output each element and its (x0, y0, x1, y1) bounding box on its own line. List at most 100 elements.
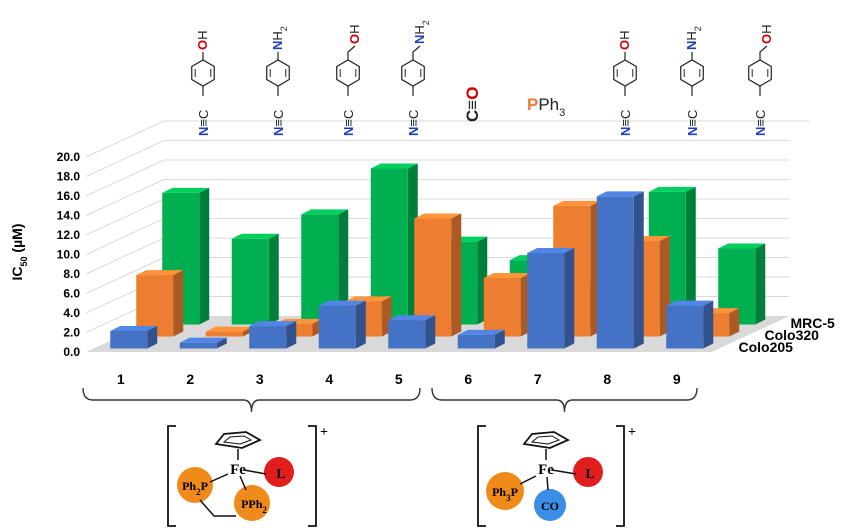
benzene-ring (266, 59, 290, 87)
bar-front (110, 330, 148, 349)
ligand-carbonyl: C≡O (463, 87, 482, 122)
bar-front (388, 320, 426, 349)
bar-top (179, 337, 227, 343)
bar-front (457, 334, 495, 349)
bar-side (729, 308, 740, 337)
category-label: 5 (395, 371, 403, 387)
y-tick-label: 8.0 (63, 267, 80, 281)
category-label: 1 (117, 371, 125, 387)
ligand-phenol-nitrile: N≡C OH (191, 30, 215, 136)
bar-top (370, 163, 418, 169)
nitrile-label: N≡C (618, 110, 633, 136)
bar-top (162, 187, 210, 193)
gridline (85, 120, 790, 158)
y-tick-label: 20.0 (57, 150, 81, 164)
bar-colo205-7 (527, 247, 575, 349)
bar-top (648, 186, 696, 192)
bar-top (231, 233, 279, 239)
y-tick-label: 2.0 (63, 326, 80, 340)
bar-side (703, 300, 714, 349)
bar-top (527, 247, 575, 253)
cyclopentadienyl-ring (522, 431, 570, 449)
bar-side (494, 329, 505, 349)
bracket-right (616, 425, 625, 527)
bracket-right (308, 425, 317, 527)
complex-dppe: + Fe L Ph2P PPh2 (167, 425, 328, 527)
bar-colo205-4 (318, 300, 366, 349)
bar-side (564, 247, 575, 349)
bar-side (216, 337, 227, 349)
ligand-aniline-nitrile: N≡C NH2 (680, 26, 704, 136)
ligand-benzylalcohol-nitrile: N≡C OH (748, 24, 774, 136)
bar-colo205-2 (179, 337, 227, 349)
bar-side (451, 213, 462, 337)
bar-side (147, 325, 158, 349)
bar-colo205-1 (110, 325, 158, 349)
bar-top (205, 326, 253, 332)
bar-top (344, 296, 392, 302)
substituent-label: OH (617, 30, 632, 50)
bar-top (318, 300, 366, 306)
charge-label: + (320, 425, 328, 440)
nitrile-label: N≡C (753, 110, 768, 136)
y-tick-label: 12.0 (57, 228, 81, 242)
ligand-label: L (276, 467, 285, 482)
y-tick-label: 14.0 (57, 209, 81, 223)
ligand-aniline-nitrile: N≡C NH2 (266, 26, 290, 136)
category-label: 7 (534, 371, 542, 387)
bar-front (527, 252, 565, 349)
series-label: Colo320 (765, 327, 820, 343)
bar-side (755, 243, 766, 325)
nitrile-label: N≡C (271, 110, 286, 136)
bar-side (633, 191, 644, 349)
ligand-benzylalcohol-nitrile: N≡C OH (336, 24, 362, 136)
phosphine-label: PPh3 (527, 95, 565, 119)
bar-top (596, 191, 644, 197)
substituent-label: NH2 (412, 20, 431, 44)
fe-label: Fe (538, 462, 554, 478)
bracket-left (477, 425, 486, 527)
ligand-phosphine: PPh3 (527, 95, 565, 119)
ligand-circle (264, 457, 294, 487)
bar-side (173, 270, 184, 337)
bar-front (179, 342, 217, 349)
ligand-structures: N≡C OH N≡C NH2 N≡C OH N≡C NH2 C≡O PPh3 N≡C OH N≡C NH2… (191, 20, 774, 136)
category-label: 2 (186, 371, 194, 387)
bar-top (136, 270, 184, 276)
benzene-ring (613, 59, 637, 87)
bar-side (199, 187, 210, 325)
phosphine-circle (486, 472, 524, 510)
carbonyl-label: C≡O (463, 87, 482, 122)
bar-colo205-3 (249, 321, 297, 349)
bar-side (338, 209, 349, 325)
benzene-ring (680, 59, 704, 87)
y-tick-label: 4.0 (63, 306, 80, 320)
substituent-label: OH (759, 24, 774, 44)
y-axis: 0.0 2.0 4.0 6.0 8.0 10.0 12.0 14.0 16.0 18.0 20.0 (57, 150, 81, 359)
pph2-label: PPh2 (241, 497, 267, 515)
benzene-ring (191, 59, 215, 87)
phosphine-circle-1 (177, 467, 213, 503)
charge-label: + (628, 425, 636, 440)
bar-front (483, 278, 521, 337)
bar-top (414, 213, 462, 219)
bar-mrc-5-2 (231, 233, 279, 325)
y-tick-label: 18.0 (57, 170, 81, 184)
bar-front (231, 238, 269, 325)
group-brace-1 (82, 387, 421, 413)
bar-top (110, 325, 158, 331)
bar-top (666, 300, 714, 306)
bar-side (425, 315, 436, 349)
y-tick-label: 16.0 (57, 189, 81, 203)
bar-top (483, 273, 531, 278)
gridline (85, 159, 790, 197)
substituent-label: NH2 (684, 26, 703, 50)
bar-colo205-5 (388, 315, 436, 349)
category-label: 4 (325, 371, 333, 387)
bar-top (718, 243, 766, 249)
bar-side (268, 233, 279, 325)
category-label: 9 (673, 371, 681, 387)
series-label: MRC-5 (791, 315, 836, 331)
bar-side (355, 300, 366, 349)
